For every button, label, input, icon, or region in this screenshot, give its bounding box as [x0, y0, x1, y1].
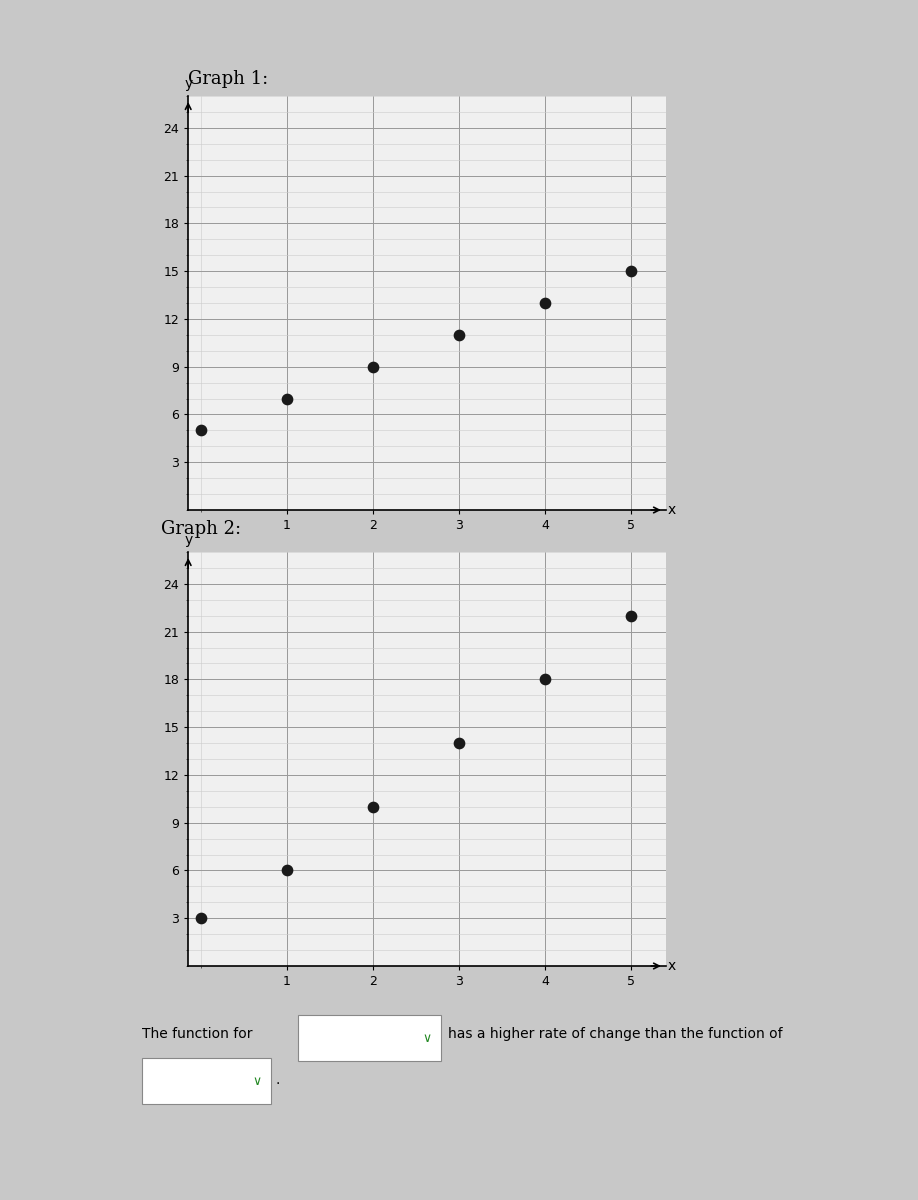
Text: ∨: ∨ [252, 1075, 262, 1087]
Point [194, 908, 208, 928]
Text: x: x [667, 503, 676, 517]
Text: Graph 2:: Graph 2: [161, 520, 241, 538]
Text: .: . [275, 1073, 280, 1087]
Text: x: x [667, 959, 676, 973]
Point [624, 262, 639, 281]
Point [452, 733, 466, 752]
Text: y: y [185, 77, 192, 91]
Text: ∨: ∨ [422, 1032, 431, 1044]
Text: y: y [185, 533, 192, 547]
Point [280, 860, 295, 880]
Text: has a higher rate of change than the function of: has a higher rate of change than the fun… [448, 1027, 783, 1042]
Point [365, 797, 380, 816]
Point [538, 670, 553, 689]
Text: The function for: The function for [142, 1027, 252, 1042]
Text: Graph 1:: Graph 1: [188, 70, 268, 88]
Point [538, 293, 553, 312]
Point [280, 389, 295, 408]
Point [452, 325, 466, 344]
Point [624, 606, 639, 625]
Point [365, 358, 380, 377]
Point [194, 421, 208, 440]
